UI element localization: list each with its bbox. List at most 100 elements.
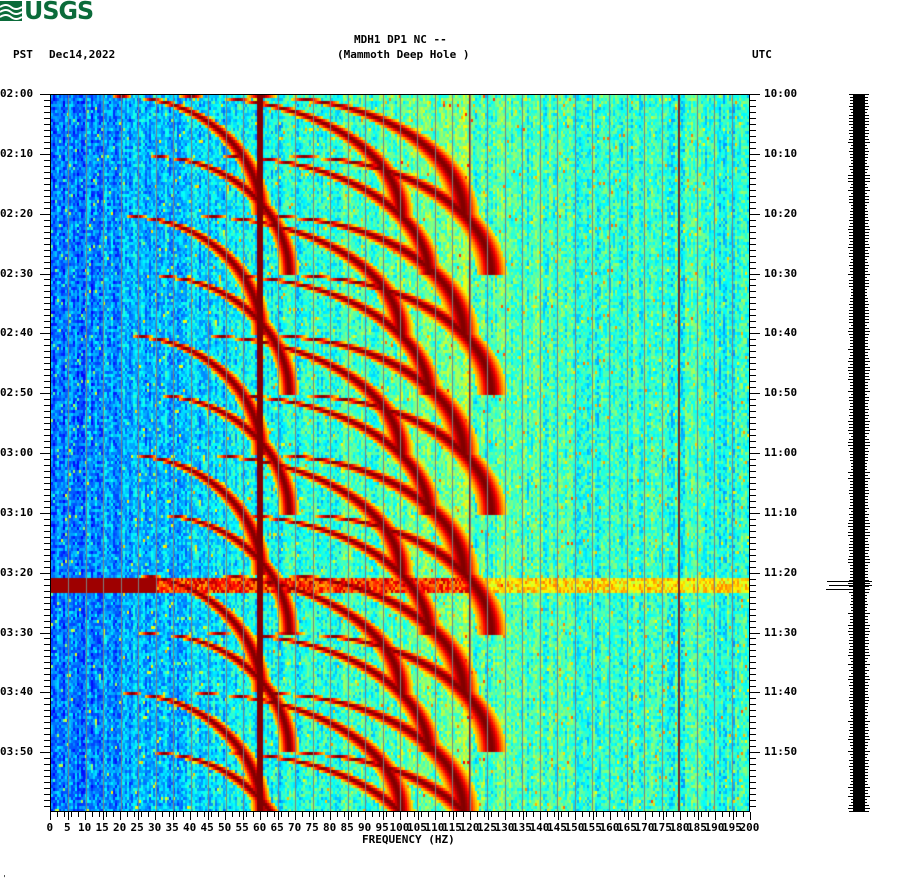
seismogram-wiggle <box>850 169 868 170</box>
minor-tick <box>750 268 756 269</box>
time-label-pst: 03:00 <box>0 446 34 459</box>
seismogram-wiggle <box>849 547 869 548</box>
time-label-pst: 02:00 <box>0 87 34 100</box>
seismogram-wiggle <box>848 631 870 632</box>
seismogram-wiggle <box>850 475 868 476</box>
freq-minor-tick <box>337 812 338 817</box>
freq-label: 200 <box>739 821 760 834</box>
seismogram-wiggle <box>851 292 867 293</box>
freq-label: 80 <box>323 821 337 834</box>
freq-label: 125 <box>477 821 497 834</box>
seismogram-wiggle <box>850 97 868 98</box>
seismogram-wiggle <box>850 691 868 692</box>
minor-tick <box>44 387 50 388</box>
seismogram-wiggle <box>851 145 867 146</box>
seismogram-wiggle <box>848 349 870 350</box>
minor-tick <box>750 148 756 149</box>
minor-tick <box>44 615 50 616</box>
seismogram-wiggle <box>850 724 868 725</box>
freq-minor-tick <box>477 812 478 817</box>
seismogram-wiggle <box>848 808 870 809</box>
freq-minor-tick <box>701 812 702 817</box>
minor-tick <box>750 172 756 173</box>
seismogram-wiggle <box>850 385 868 386</box>
freq-minor-tick <box>498 812 499 817</box>
seismogram-wiggle <box>848 175 870 176</box>
minor-tick <box>44 650 50 651</box>
minor-tick <box>750 662 756 663</box>
seismogram-wiggle <box>849 202 869 203</box>
minor-tick <box>750 794 756 795</box>
seismogram-wiggle <box>851 112 867 113</box>
minor-tick <box>750 190 756 191</box>
seismogram-wiggle <box>849 151 869 152</box>
minor-tick <box>750 758 756 759</box>
seismogram-wiggle <box>848 679 870 680</box>
seismogram-wiggle <box>849 121 869 122</box>
minor-tick <box>44 327 50 328</box>
seismogram-wiggle <box>851 295 867 296</box>
minor-tick <box>750 202 756 203</box>
freq-minor-tick <box>99 812 100 817</box>
seismogram-wiggle <box>849 586 869 587</box>
seismogram-wiggle <box>851 601 867 602</box>
freq-minor-tick <box>547 812 548 817</box>
minor-tick <box>750 327 756 328</box>
seismogram-wiggle <box>849 493 869 494</box>
minor-tick <box>750 184 756 185</box>
minor-tick <box>750 118 756 119</box>
station-line: MDH1 DP1 NC -- <box>354 33 447 46</box>
seismogram-wiggle <box>849 736 869 737</box>
seismogram-wiggle <box>849 676 869 677</box>
minor-tick <box>750 597 756 598</box>
freq-tick <box>313 812 314 820</box>
freq-tick <box>593 812 594 820</box>
freq-minor-tick <box>197 812 198 817</box>
major-tick <box>750 453 760 454</box>
seismogram-wiggle <box>850 574 868 575</box>
minor-tick <box>44 764 50 765</box>
freq-minor-tick <box>533 812 534 817</box>
seismogram-wiggle <box>850 136 868 137</box>
minor-tick <box>750 579 756 580</box>
major-tick <box>40 274 50 275</box>
minor-tick <box>44 579 50 580</box>
seismogram-wiggle <box>849 232 869 233</box>
minor-tick <box>44 621 50 622</box>
seismogram-wiggle <box>851 610 867 611</box>
minor-tick <box>44 130 50 131</box>
freq-tick <box>173 812 174 820</box>
seismogram-wiggle <box>849 220 869 221</box>
seismogram-wiggle <box>850 454 868 455</box>
major-tick <box>40 692 50 693</box>
seismogram-wiggle <box>850 703 868 704</box>
seismogram-wiggle <box>851 193 867 194</box>
seismogram-wiggle <box>850 682 868 683</box>
freq-label: 40 <box>183 821 197 834</box>
time-label-utc: 11:50 <box>764 745 798 758</box>
freq-label: 150 <box>564 821 585 834</box>
freq-label: 135 <box>512 821 532 834</box>
seismogram-wiggle <box>849 700 869 701</box>
freq-label: 155 <box>582 821 602 834</box>
minor-tick <box>750 100 756 101</box>
seismogram-wiggle <box>851 466 867 467</box>
seismogram-wiggle <box>849 238 869 239</box>
minor-tick <box>750 650 756 651</box>
seismogram-wiggle <box>850 460 868 461</box>
minor-tick <box>44 357 50 358</box>
freq-minor-tick <box>323 812 324 817</box>
seismogram-wiggle <box>849 628 869 629</box>
seismogram-wiggle <box>851 607 867 608</box>
major-tick <box>750 393 760 394</box>
seismogram-wiggle <box>849 313 869 314</box>
freq-minor-tick <box>127 812 128 817</box>
minor-tick <box>44 196 50 197</box>
minor-tick <box>44 315 50 316</box>
freq-label: 85 <box>340 821 354 834</box>
seismogram-wiggle <box>851 598 867 599</box>
freq-label: 100 <box>389 821 410 834</box>
minor-tick <box>750 369 756 370</box>
freq-minor-tick <box>708 812 709 817</box>
freq-tick <box>575 812 576 820</box>
